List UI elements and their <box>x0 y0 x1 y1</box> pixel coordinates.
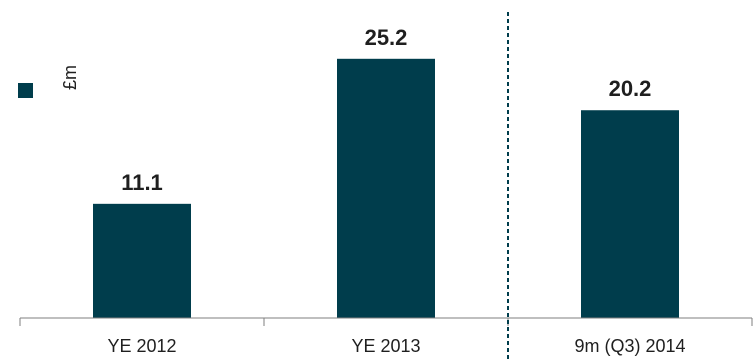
bar <box>337 58 435 319</box>
x-tick-label: YE 2012 <box>107 336 176 356</box>
bar-value-label: 11.1 <box>121 170 163 195</box>
x-tick-label: 9m (Q3) 2014 <box>574 336 685 356</box>
bar-value-label: 25.2 <box>365 25 408 50</box>
bar <box>581 110 679 318</box>
bar-value-label: 20.2 <box>609 76 652 101</box>
x-tick-label: YE 2013 <box>351 336 420 356</box>
legend-swatch <box>18 83 33 98</box>
bar <box>93 203 191 318</box>
